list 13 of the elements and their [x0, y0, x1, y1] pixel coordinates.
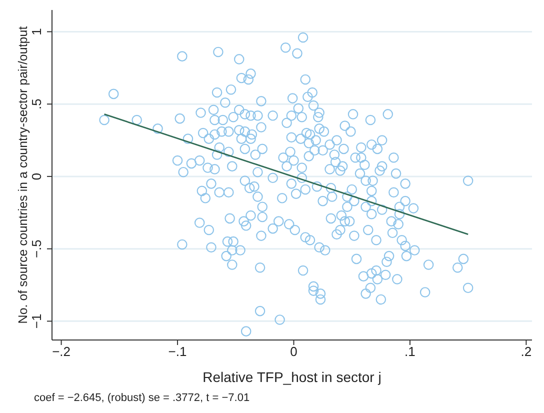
x-axis-title: Relative TFP_host in sector j	[202, 369, 382, 385]
y-tick-label: 1	[29, 28, 44, 36]
x-tick-label: −.2	[52, 344, 71, 360]
y-axis-title: No. of source countries in a country-sector pair/output	[16, 26, 30, 324]
y-tick-label: .5	[29, 98, 44, 110]
y-tick-label: 0	[29, 172, 44, 180]
x-tick-label: .1	[404, 344, 416, 360]
y-tick-label: −.5	[29, 240, 44, 258]
y-tick-label: −1	[29, 314, 44, 329]
x-tick-label: .2	[520, 344, 532, 360]
text: coef = −2.645, (robust) se = .3772, t = −7.01	[34, 392, 251, 404]
x-tick-label: 0	[290, 344, 298, 360]
x-tick-label: −.1	[168, 344, 187, 360]
